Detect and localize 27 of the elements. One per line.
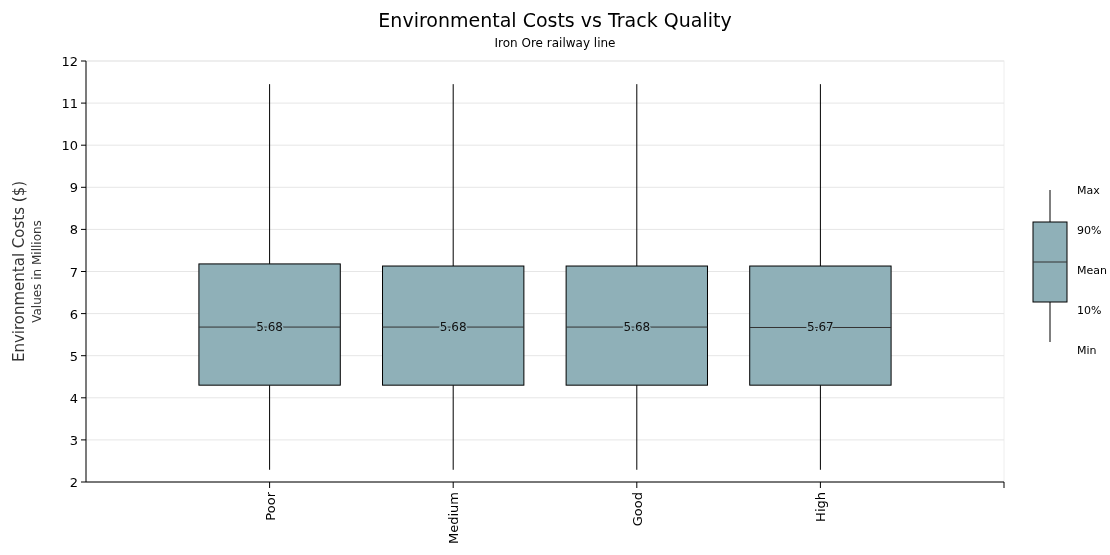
y-tick-label: 9: [69, 180, 78, 196]
text: 90%: [1077, 224, 1102, 237]
x-tick-label: Poor: [262, 491, 278, 521]
text: 5.68: [256, 320, 283, 335]
text: 10%: [1077, 304, 1102, 317]
text: Mean: [1077, 264, 1107, 277]
chart-subtitle: Iron Ore railway line: [494, 36, 616, 50]
y-tick-label: 4: [69, 390, 78, 406]
chart-title: Environmental Costs vs Track Quality: [378, 9, 732, 31]
y-tick-label: 11: [61, 96, 78, 112]
y-tick-label: 10: [61, 138, 78, 154]
y-tick-label: 6: [69, 306, 78, 322]
text: Min: [1077, 344, 1097, 357]
y-axis-title: Environmental Costs ($): [10, 180, 28, 363]
x-tick-label: High: [813, 492, 829, 522]
y2-axis-title: Values in Millions: [30, 220, 44, 323]
text: 5.68: [439, 320, 467, 335]
y-tick-label: 2: [69, 475, 78, 490]
x-tick-label: Good: [629, 492, 645, 527]
y-tick-label: 12: [61, 54, 78, 69]
text: 5.68: [623, 320, 651, 335]
text: Max: [1077, 184, 1101, 197]
y-tick-label: 7: [69, 264, 78, 280]
y-tick-label: 8: [69, 222, 78, 238]
x-tick-label: Medium: [446, 492, 462, 544]
y-tick-label: 5: [69, 348, 78, 364]
y-tick-label: 3: [69, 432, 78, 448]
